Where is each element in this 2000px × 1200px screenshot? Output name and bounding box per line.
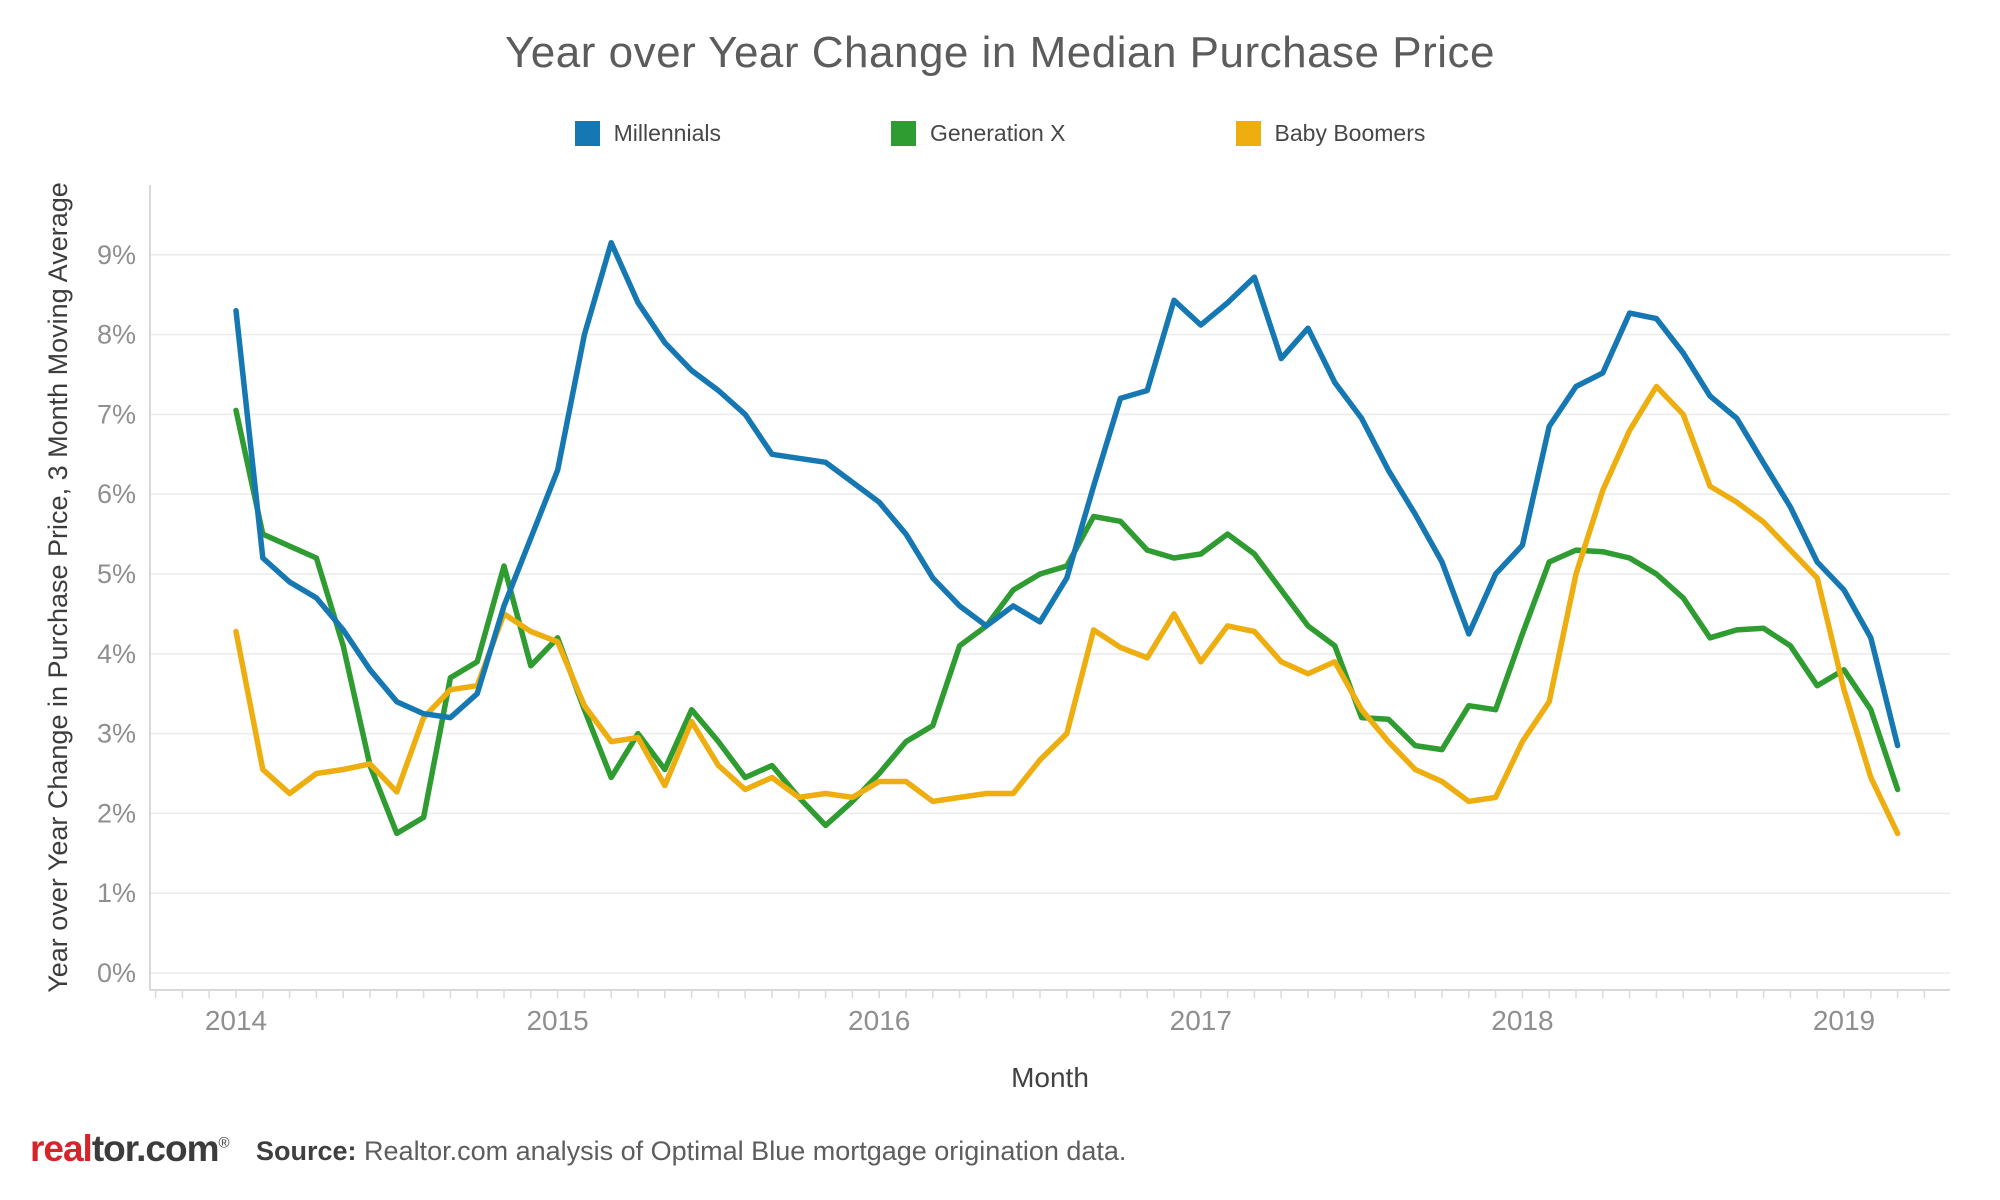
y-tick-label: 7% xyxy=(97,399,136,429)
legend-item-label: Generation X xyxy=(929,120,1066,146)
logo-real-text: real xyxy=(30,1128,93,1169)
legend-swatch-icon xyxy=(890,121,916,146)
x-tick-label: 2014 xyxy=(205,1005,267,1036)
legend-item-baby-boomers[interactable]: Baby Boomers xyxy=(1235,120,1426,147)
realtor-logo[interactable]: realtor.com® xyxy=(30,1128,230,1170)
x-tick-label: 2017 xyxy=(1170,1005,1232,1036)
logo-tor-text: tor.com xyxy=(91,1128,220,1169)
legend-swatch-icon xyxy=(574,121,600,146)
y-tick-label: 1% xyxy=(97,878,136,908)
series-line-baby-boomers[interactable] xyxy=(233,383,1901,837)
legend-item-label: Baby Boomers xyxy=(1274,120,1426,146)
logo-registered-mark: ® xyxy=(218,1134,229,1152)
legend-swatch-icon xyxy=(1235,121,1261,146)
y-tick-label: 9% xyxy=(97,240,136,270)
y-tick-label: 5% xyxy=(97,559,136,589)
source-line: Source: Realtor.com analysis of Optimal … xyxy=(256,1136,1126,1167)
source-label: Source: xyxy=(256,1136,357,1166)
y-tick-label: 2% xyxy=(97,798,136,828)
legend: Millennials Generation X Baby Boomers xyxy=(0,120,2000,147)
y-tick-label: 6% xyxy=(97,479,136,509)
series-line-generation-x[interactable] xyxy=(233,407,1901,837)
x-tick-label: 2019 xyxy=(1813,1005,1875,1036)
legend-item-generation-x[interactable]: Generation X xyxy=(890,120,1066,147)
y-tick-label: 3% xyxy=(97,719,136,749)
chart-title: Year over Year Change in Median Purchase… xyxy=(505,28,1495,77)
y-axis-title: Year over Year Change in Purchase Price,… xyxy=(42,182,73,993)
y-tick-label: 0% xyxy=(97,958,136,988)
y-tick-label: 4% xyxy=(97,639,136,669)
x-tick-label: 2015 xyxy=(526,1005,588,1036)
x-tick-label: 2018 xyxy=(1491,1005,1553,1036)
legend-item-label: Millennials xyxy=(613,120,721,146)
y-tick-label: 8% xyxy=(97,320,136,350)
x-axis-title: Month xyxy=(1011,1062,1089,1093)
legend-item-millennials[interactable]: Millennials xyxy=(574,120,721,147)
series-line-millennials[interactable] xyxy=(233,240,1901,749)
source-text: Realtor.com analysis of Optimal Blue mor… xyxy=(356,1136,1127,1166)
x-tick-label: 2016 xyxy=(848,1005,910,1036)
